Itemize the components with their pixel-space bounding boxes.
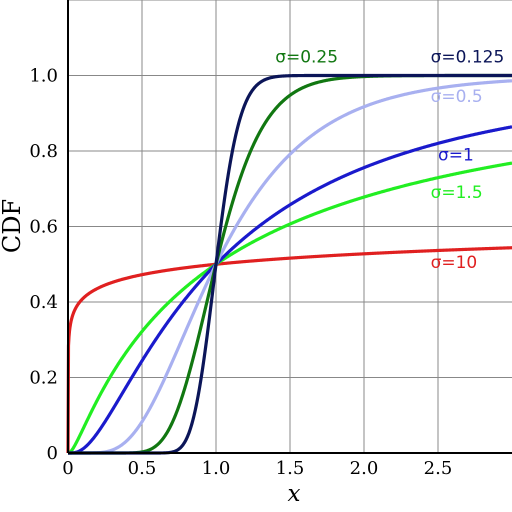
y-tick-label: 0 [47, 443, 58, 464]
x-tick-label: 1.0 [202, 458, 231, 479]
y-tick-label: 0.2 [29, 368, 58, 389]
series-line [66, 125, 512, 455]
series-line [66, 246, 512, 454]
series-label: σ=0.125 [431, 47, 505, 67]
x-tick-label: 2.0 [350, 458, 379, 479]
series-label: σ=1 [438, 145, 474, 165]
y-tick-label: 0.8 [29, 141, 58, 162]
y-tick-label: 1.0 [29, 66, 58, 87]
series-label: σ=0.25 [275, 47, 338, 67]
series-label: σ=0.5 [431, 87, 483, 107]
series-line [66, 161, 512, 455]
x-tick-label: 1.5 [276, 458, 305, 479]
series-line [66, 79, 512, 455]
curves [66, 73, 512, 455]
axes [67, 0, 512, 454]
y-tick-label: 0.6 [29, 217, 58, 238]
y-tick-label: 0.4 [29, 292, 58, 313]
tick-labels: 0 0.5 1.0 1.5 2.0 2.5 0 0.2 0.4 0.6 0.8 1.0 [29, 66, 452, 480]
series-label: σ=1.5 [431, 183, 483, 203]
y-axis-title: CDF [0, 199, 26, 253]
x-tick-label: 0 [62, 458, 73, 479]
x-axis-title: x [288, 481, 301, 507]
series-labels: σ=10 σ=1.5 σ=1 σ=0.5 σ=0.25 σ=0.125 [275, 47, 504, 273]
x-tick-label: 0.5 [128, 458, 157, 479]
grid [68, 0, 512, 453]
series-label: σ=10 [431, 253, 478, 273]
x-tick-label: 2.5 [424, 458, 453, 479]
